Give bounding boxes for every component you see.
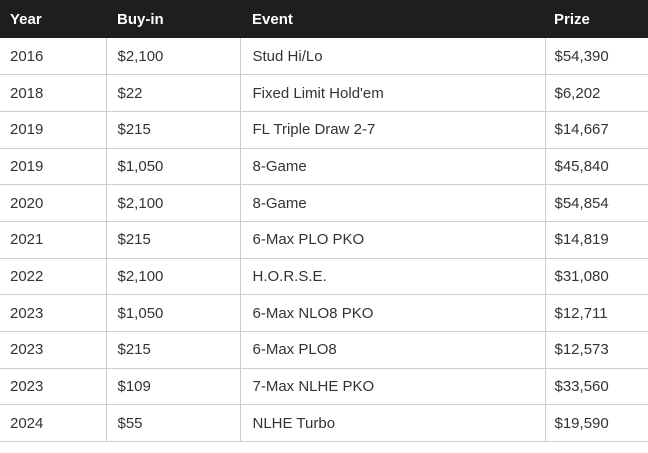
cell-buyin: $1,050	[105, 148, 240, 186]
cell-event: 6-Max PLO PKO	[239, 221, 545, 259]
table-row: 2019 $1,050 8-Game $45,840	[0, 148, 648, 186]
cell-year: 2019	[0, 148, 106, 186]
cell-year: 2020	[0, 184, 106, 222]
cell-prize: $54,854	[544, 184, 648, 222]
cell-buyin: $215	[105, 111, 240, 149]
table-row: 2016 $2,100 Stud Hi/Lo $54,390	[0, 38, 648, 76]
cell-buyin: $109	[105, 368, 240, 406]
cell-buyin: $215	[105, 331, 240, 369]
cell-event: H.O.R.S.E.	[239, 258, 545, 296]
cell-year: 2023	[0, 368, 106, 406]
cell-year: 2016	[0, 38, 106, 76]
cell-event: 8-Game	[239, 184, 545, 222]
cell-year: 2018	[0, 74, 106, 112]
cell-event: FL Triple Draw 2-7	[239, 111, 545, 149]
cell-year: 2023	[0, 294, 106, 332]
cell-event: NLHE Turbo	[239, 404, 545, 443]
table-row: 2019 $215 FL Triple Draw 2-7 $14,667	[0, 111, 648, 149]
column-header-event: Event	[240, 0, 545, 38]
cell-buyin: $2,100	[105, 38, 240, 76]
cell-prize: $45,840	[544, 148, 648, 186]
cell-prize: $31,080	[544, 258, 648, 296]
results-table: Year Buy-in Event Prize 2016 $2,100 Stud…	[0, 0, 648, 443]
table-row: 2018 $22 Fixed Limit Hold'em $6,202	[0, 74, 648, 112]
cell-prize: $19,590	[544, 404, 648, 443]
table-row: 2020 $2,100 8-Game $54,854	[0, 184, 648, 222]
cell-prize: $14,819	[544, 221, 648, 259]
table-row: 2023 $215 6-Max PLO8 $12,573	[0, 331, 648, 369]
cell-event: 6-Max PLO8	[239, 331, 545, 369]
table-row: 2023 $109 7-Max NLHE PKO $33,560	[0, 368, 648, 406]
cell-event: 8-Game	[239, 148, 545, 186]
cell-buyin: $22	[105, 74, 240, 112]
cell-year: 2022	[0, 258, 106, 296]
cell-prize: $54,390	[544, 38, 648, 76]
table-row: 2023 $1,050 6-Max NLO8 PKO $12,711	[0, 294, 648, 332]
cell-buyin: $1,050	[105, 294, 240, 332]
cell-prize: $12,711	[544, 294, 648, 332]
cell-event: Fixed Limit Hold'em	[239, 74, 545, 112]
cell-prize: $33,560	[544, 368, 648, 406]
table-row: 2024 $55 NLHE Turbo $19,590	[0, 404, 648, 443]
table-header: Year Buy-in Event Prize	[0, 0, 648, 38]
cell-prize: $12,573	[544, 331, 648, 369]
cell-buyin: $55	[105, 404, 240, 443]
cell-prize: $6,202	[544, 74, 648, 112]
cell-buyin: $215	[105, 221, 240, 259]
cell-event: Stud Hi/Lo	[239, 38, 545, 76]
cell-buyin: $2,100	[105, 184, 240, 222]
cell-year: 2023	[0, 331, 106, 369]
header-row: Year Buy-in Event Prize	[0, 0, 648, 38]
column-header-prize: Prize	[545, 0, 648, 38]
cell-year: 2019	[0, 111, 106, 149]
cell-year: 2024	[0, 404, 106, 443]
table-row: 2021 $215 6-Max PLO PKO $14,819	[0, 221, 648, 259]
column-header-buyin: Buy-in	[106, 0, 240, 38]
cell-prize: $14,667	[544, 111, 648, 149]
cell-year: 2021	[0, 221, 106, 259]
cell-event: 6-Max NLO8 PKO	[239, 294, 545, 332]
table-row: 2022 $2,100 H.O.R.S.E. $31,080	[0, 258, 648, 296]
cell-buyin: $2,100	[105, 258, 240, 296]
table-body: 2016 $2,100 Stud Hi/Lo $54,390 2018 $22 …	[0, 38, 648, 443]
column-header-year: Year	[0, 0, 106, 38]
cell-event: 7-Max NLHE PKO	[239, 368, 545, 406]
